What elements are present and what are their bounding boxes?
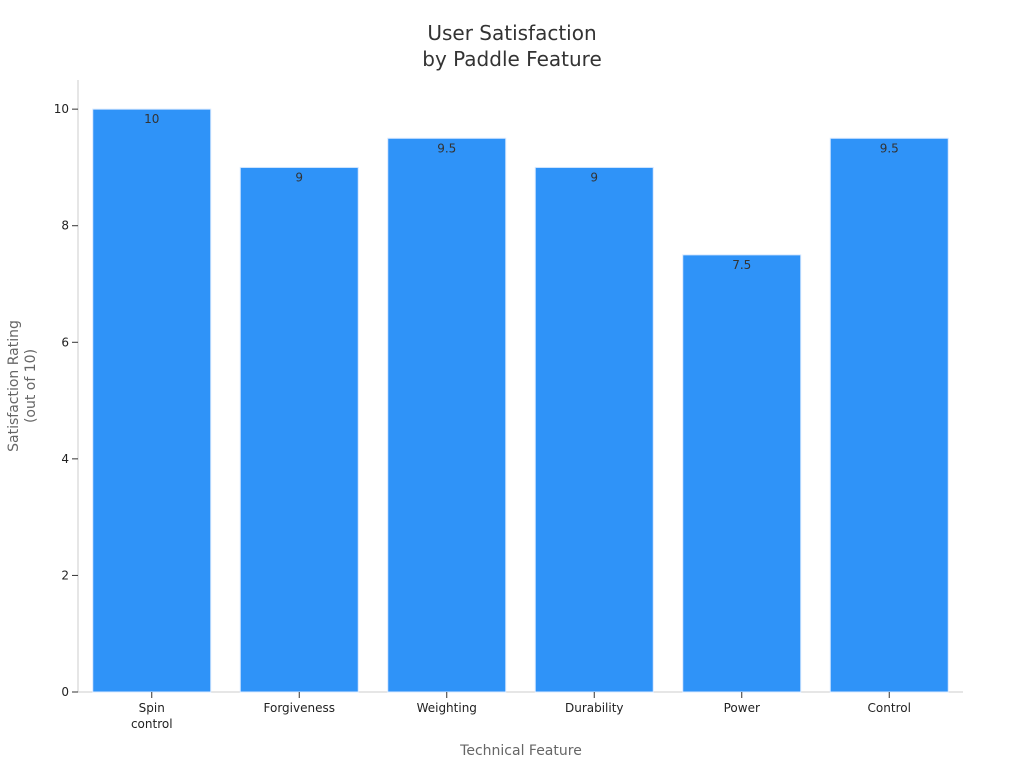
x-tick-label: Forgiveness (264, 701, 335, 715)
bar-value-label: 9.5 (880, 141, 899, 155)
y-tick-label: 6 (61, 335, 69, 349)
chart-title-line-2: by Paddle Feature (422, 47, 602, 71)
y-axis-title-line-2: (out of 10) (23, 349, 39, 423)
bar (534, 166, 654, 693)
x-tick-label: control (131, 717, 173, 731)
x-tick-label: Control (868, 701, 911, 715)
y-tick-label: 2 (61, 568, 69, 582)
bar-value-label: 7.5 (732, 258, 751, 272)
y-tick-label: 0 (61, 685, 69, 699)
bar-value-label: 9.5 (437, 141, 456, 155)
y-tick-label: 8 (61, 219, 69, 233)
bar-value-label: 10 (144, 112, 159, 126)
bar-value-labels: 10 9 9.5 9 7.5 9.5 (144, 112, 899, 272)
y-ticks: 0 2 4 6 8 10 (54, 102, 78, 699)
x-ticks: Spin control Forgiveness Weighting Durabilit… (131, 692, 911, 731)
y-tick-label: 4 (61, 452, 69, 466)
bar (239, 166, 359, 693)
x-tick-label: Power (724, 701, 760, 715)
bar-value-label: 9 (295, 170, 303, 184)
chart-title-line-1: User Satisfaction (427, 21, 596, 45)
x-tick-label: Durability (565, 701, 624, 715)
y-axis-title-line-1: Satisfaction Rating (6, 320, 22, 452)
bar (682, 254, 802, 693)
x-tick-label: Weighting (417, 701, 477, 715)
x-axis-title: Technical Feature (459, 743, 582, 759)
y-tick-label: 10 (54, 102, 69, 116)
x-tick-label: Spin (139, 701, 165, 715)
bar (387, 137, 507, 693)
bars (92, 108, 949, 693)
bar (829, 137, 949, 693)
bar-value-label: 9 (590, 170, 598, 184)
bar (92, 108, 212, 693)
